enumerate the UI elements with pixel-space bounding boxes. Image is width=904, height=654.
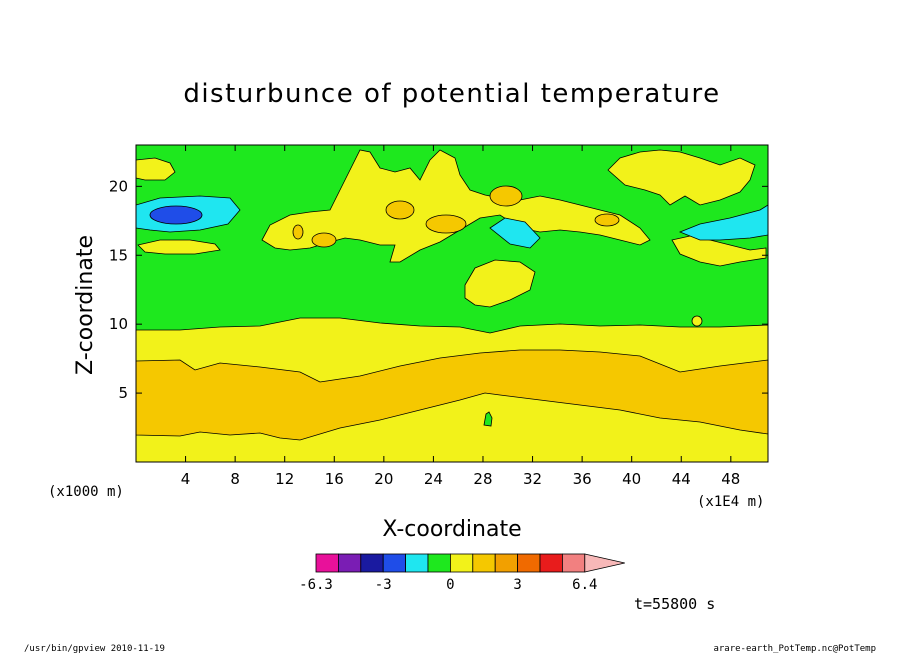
x-tick-label: 36 (573, 470, 592, 488)
colorbar-tick-label: 3 (513, 577, 521, 593)
patch-blue-left (149, 205, 203, 225)
patch-cyan-right (678, 204, 768, 241)
colorbar (315, 553, 625, 573)
y-tick-label: 20 (109, 177, 128, 195)
cloud-yellow-middle (261, 149, 651, 263)
x-tick-label: 32 (523, 470, 542, 488)
spike-green (483, 411, 493, 427)
footer-right: arare-earth_PotTemp.nc@PotTemp (713, 644, 876, 654)
colorbar-swatch (382, 553, 407, 573)
y-unit-label: (x1000 m) (48, 484, 124, 500)
patch-orange (425, 214, 467, 234)
wisp-yellow-left-top (136, 157, 176, 181)
patch-yellow-small (691, 315, 703, 327)
patch-orange (311, 232, 337, 248)
y-axis-label: Z-coordinate (73, 235, 98, 375)
colorbar-tick-label: -3 (375, 577, 392, 593)
colorbar-tick-label: -6.3 (299, 577, 333, 593)
lobe-yellow-mid (464, 259, 536, 308)
x-tick-label: 24 (424, 470, 443, 488)
time-label: t=55800 s (634, 595, 715, 613)
colorbar-swatch (427, 553, 451, 573)
x-tick-label: 44 (672, 470, 691, 488)
patch-orange (489, 185, 523, 207)
colorbar-swatch (337, 553, 362, 573)
y-tick-label: 5 (118, 384, 128, 402)
colorbar-tick-label: 0 (446, 577, 454, 593)
x-tick-label: 48 (721, 470, 740, 488)
plot-area (136, 145, 768, 462)
colorbar-swatch (405, 553, 429, 573)
x-axis-label: X-coordinate (382, 517, 521, 542)
chart-title: disturbunce of potential temperature (183, 79, 720, 109)
y-tick-label: 15 (109, 246, 128, 264)
patch-orange (594, 213, 620, 227)
colorbar-swatch (517, 553, 541, 573)
band-orange (136, 349, 768, 441)
x-tick-label: 8 (230, 470, 240, 488)
wisp-yellow-left (137, 239, 221, 255)
patch-orange (385, 200, 415, 220)
y-tick-label: 10 (109, 315, 128, 333)
x-unit-label: (x1E4 m) (697, 494, 764, 510)
cloud-yellow-right (607, 149, 756, 206)
colorbar-swatch (539, 553, 563, 573)
plot-frame (135, 144, 769, 463)
colorbar-ticks: -6.3 -3 0 3 6.4 (299, 577, 597, 593)
colorbar-swatch (494, 553, 519, 573)
x-tick-label: 20 (374, 470, 393, 488)
x-tick-label: 16 (325, 470, 344, 488)
x-tick-label: 12 (275, 470, 294, 488)
x-tick-label: 4 (181, 470, 191, 488)
colorbar-swatch (315, 553, 339, 573)
colorbar-arrow (584, 553, 625, 573)
patch-cyan-mid (489, 217, 541, 249)
y-axis: 5 10 15 20 (109, 177, 768, 402)
colorbar-swatch (360, 553, 384, 573)
colorbar-swatch (449, 553, 474, 573)
patch-orange (292, 224, 304, 240)
colorbar-swatch (562, 553, 586, 573)
colorbar-tick-label: 6.4 (572, 577, 597, 593)
x-tick-label: 28 (473, 470, 492, 488)
x-axis: 4 8 12 16 20 24 28 32 36 40 44 48 (181, 145, 740, 488)
x-tick-label: 40 (622, 470, 641, 488)
colorbar-swatch (472, 553, 496, 573)
footer-left: /usr/bin/gpview 2010-11-19 (24, 644, 165, 654)
